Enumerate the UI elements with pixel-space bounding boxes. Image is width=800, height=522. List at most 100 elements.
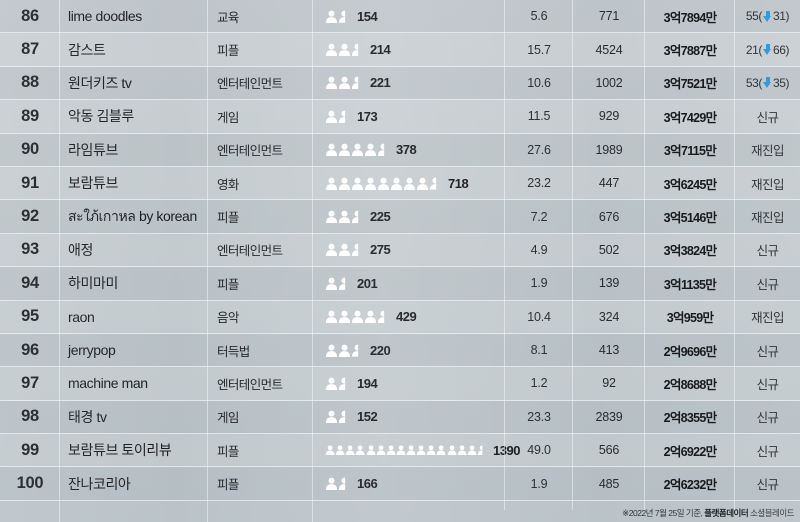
table-row[interactable]: 97 machine man 엔터테인먼트 194 1.2 92 2억8688만 신규 xyxy=(0,367,800,401)
rank-cell: 99 xyxy=(21,440,39,459)
channel-name-cell[interactable]: 태경 tv xyxy=(68,408,107,425)
footnote-suffix: 소셜블레이드 xyxy=(750,508,794,518)
rank-change-position: 21( xyxy=(745,42,763,57)
channel-name-cell[interactable]: 보람튜브 xyxy=(68,175,118,192)
person-icon xyxy=(325,477,338,491)
table-row[interactable]: 92 สะใภ้เกาหล by korean 피플 225 7.2 676 3억5146만… xyxy=(0,200,800,234)
person-icon xyxy=(325,377,338,390)
rank-cell: 89 xyxy=(21,106,39,125)
channel-name-cell[interactable]: 보람튜브 토이리뷰 xyxy=(68,442,172,459)
rank-cell: 88 xyxy=(21,73,39,92)
subscribers-value: 221 xyxy=(370,75,391,91)
subscribers-value: 154 xyxy=(357,8,378,24)
table-row[interactable]: 98 태경 tv 게임 152 23.3 2839 2억8355만 신규 xyxy=(0,400,800,435)
subscribers-value: 194 xyxy=(357,375,378,391)
table-row[interactable]: 100 잔나코리아 피플 166 1.9 485 2억6232만 신규 xyxy=(0,467,800,501)
table-row[interactable]: 95 raon 음악 429 10.4 324 3억959만 재진입 xyxy=(0,300,800,334)
rank-change-cell: 재진입 xyxy=(735,140,800,159)
category-cell: 피플 xyxy=(217,444,239,459)
table-row[interactable]: 89 악동 김블루 게임 173 11.5 929 3억7429만 신규 xyxy=(0,100,800,134)
rank-change-position: 53( xyxy=(745,75,763,90)
growth-rate-cell: 1.2 xyxy=(530,376,548,391)
person-icon xyxy=(351,76,359,90)
channel-name-cell[interactable]: jerrypop xyxy=(68,342,116,359)
table-row[interactable]: 91 보람튜브 영화 718 23.2 447 3억6245만 재진입 xyxy=(0,166,800,201)
person-icon xyxy=(338,210,351,224)
subscriber-pictogram xyxy=(325,143,390,157)
growth-rate-cell: 8.1 xyxy=(530,343,548,358)
video-count-cell: 566 xyxy=(598,443,620,458)
channel-name-cell[interactable]: raon xyxy=(68,308,95,325)
person-icon xyxy=(325,410,338,424)
growth-rate-cell: 23.2 xyxy=(527,176,551,191)
total-views-cell: 3억7887만 xyxy=(663,44,718,59)
channel-name-cell[interactable]: 원더키즈 tv xyxy=(68,74,132,91)
channel-name-cell[interactable]: machine man xyxy=(68,375,148,392)
table-row[interactable]: 96 jerrypop 터득법 220 8.1 413 2억9696만 신규 xyxy=(0,333,800,368)
person-icon xyxy=(325,43,338,57)
table-row[interactable]: 99 보람튜브 토이리뷰 피플 1390 49.0 566 2억6922만 신규 xyxy=(0,434,800,468)
category-cell: 피플 xyxy=(217,44,239,59)
table-row[interactable]: 90 라임튜브 엔터테인먼트 378 27.6 1989 3억7115만 재진입 xyxy=(0,133,800,167)
growth-rate-cell: 5.6 xyxy=(530,9,548,24)
subscribers-value: 173 xyxy=(357,108,378,124)
video-count-cell: 485 xyxy=(598,476,620,491)
rank-change-cell: 55(31) xyxy=(735,9,800,23)
rank-change-cell: 신규 xyxy=(735,474,800,493)
channel-name-cell[interactable]: 라임튜브 xyxy=(68,141,118,158)
rank-change-cell: 재진입 xyxy=(735,207,800,226)
subscribers-value: 201 xyxy=(357,275,378,291)
subscribers-value: 225 xyxy=(370,209,391,225)
channel-name-cell[interactable]: lime doodles xyxy=(68,8,142,25)
subscribers-value: 275 xyxy=(370,242,391,258)
person-icon xyxy=(325,76,338,90)
channel-name-cell[interactable]: 잔나코리아 xyxy=(68,475,131,492)
person-icon xyxy=(457,445,467,456)
channel-name-cell[interactable]: 악동 김블루 xyxy=(68,108,134,125)
person-icon xyxy=(338,477,346,491)
person-icon xyxy=(377,310,385,324)
subscribers-cell: 378 xyxy=(313,142,505,157)
video-count-cell: 2839 xyxy=(595,409,623,424)
person-icon xyxy=(338,10,346,23)
subscribers-cell: 221 xyxy=(313,75,505,90)
footnote-prefix: ※2022년 7월 25일 기준, xyxy=(622,508,703,518)
table-row[interactable]: 87 감스트 피플 214 15.7 4524 3억7887만 21(66) xyxy=(0,33,800,67)
subscribers-value: 378 xyxy=(396,142,417,158)
table-row[interactable]: 86 lime doodles 교육 154 5.6 771 3억7894만 55(31) xyxy=(0,0,800,34)
rank-cell: 93 xyxy=(21,240,39,259)
person-icon xyxy=(364,143,377,157)
channel-name-cell[interactable]: 하미마미 xyxy=(68,275,118,292)
badge-reentry: 재진입 xyxy=(751,311,784,326)
person-icon xyxy=(325,310,338,324)
channel-name-cell[interactable]: สะใภ้เกาหล by korean xyxy=(68,207,197,224)
person-icon xyxy=(366,445,376,456)
table-row[interactable]: 94 하미마미 피플 201 1.9 139 3억1135만 신규 xyxy=(0,267,800,301)
rank-cell: 90 xyxy=(21,140,39,159)
rank-change-cell: 신규 xyxy=(735,374,800,393)
rank-change-delta: 31) xyxy=(773,9,790,24)
total-views-cell: 3억1135만 xyxy=(663,277,717,292)
table-row[interactable]: 93 애정 엔터테인먼트 275 4.9 502 3억3824만 신규 xyxy=(0,233,800,268)
channel-name-cell[interactable]: 감스트 xyxy=(68,41,106,58)
person-icon xyxy=(338,76,351,90)
total-views-cell: 2억8688만 xyxy=(663,377,718,392)
rank-cell: 95 xyxy=(21,307,39,326)
rank-change-cell: 신규 xyxy=(735,240,800,259)
growth-rate-cell: 11.5 xyxy=(527,109,551,124)
table-row[interactable]: 88 원더키즈 tv 엔터테인먼트 221 10.6 1002 3억7521만 53(35) xyxy=(0,66,800,101)
subscriber-pictogram xyxy=(325,344,364,357)
person-icon xyxy=(351,43,359,57)
channel-name-cell[interactable]: 애정 xyxy=(68,241,93,258)
person-icon xyxy=(338,110,346,123)
rank-cell: 86 xyxy=(21,6,39,25)
person-icon xyxy=(345,445,355,456)
category-cell: 엔터테인먼트 xyxy=(217,144,283,159)
person-icon xyxy=(325,143,338,157)
person-icon xyxy=(355,445,365,456)
video-count-cell: 929 xyxy=(598,109,620,124)
video-count-cell: 139 xyxy=(598,276,620,291)
person-icon xyxy=(351,143,364,157)
subscriber-pictogram xyxy=(325,445,487,456)
